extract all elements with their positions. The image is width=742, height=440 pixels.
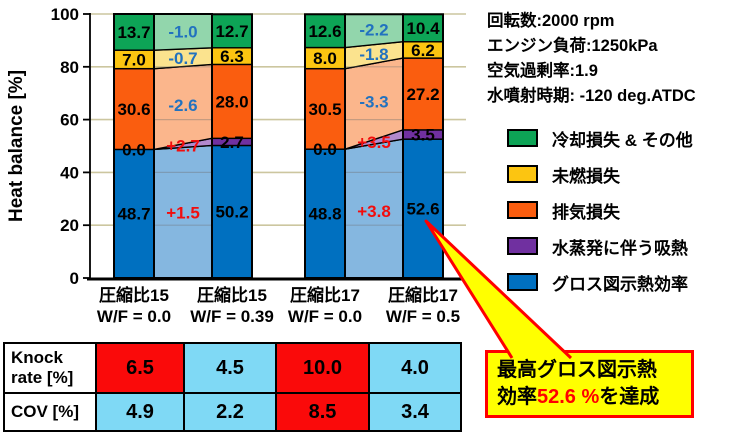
x-category-label-line1: 圧縮比17 [388, 285, 458, 305]
diff-value-label: +2.7 [166, 137, 200, 156]
segment-value-label: 10.4 [406, 19, 440, 38]
callout-line1: 最高グロス図示熱 [497, 359, 657, 381]
bar-segment [211, 144, 253, 279]
legend: 冷却損失 & その他 未燃損失排気損失水蒸発に伴う吸熱 グロス図示熱効率 [507, 120, 693, 300]
table-cell: 6.5 [95, 342, 185, 394]
diff-value-label: +1.5 [166, 204, 200, 223]
x-category-label-line1: 圧縮比15 [99, 285, 169, 305]
legend-swatch [507, 237, 538, 255]
legend-swatch [507, 273, 538, 291]
condition-line: 空気過剰率:1.9 [487, 62, 598, 80]
y-axis-title: Heat balance [%] [6, 70, 27, 222]
diff-value-label: -3.3 [359, 92, 388, 111]
segment-value-label: 0.0 [122, 140, 146, 159]
diff-value-label: +3.8 [357, 202, 391, 221]
callout-line2: 効率52.6 %を達成 [497, 384, 691, 411]
callout-line2-suffix: を達成 [599, 386, 660, 408]
segment-value-label: 50.2 [215, 203, 248, 222]
bar-segment [113, 67, 155, 151]
y-tick-label: 100 [51, 5, 79, 24]
condition-line: エンジン負荷:1250kPa [487, 37, 658, 55]
knock-cov-table: Knock rate [%] 6.5 4.5 10.0 4.0 COV [%] 4.9 2.2… [3, 342, 462, 432]
x-category-label-line2: W/F = 0.0 [288, 307, 362, 326]
table-row: COV [%] 4.9 2.2 8.5 3.4 [3, 392, 462, 432]
legend-item: グロス図示熱効率 [507, 264, 693, 300]
table-cell: 8.5 [275, 392, 370, 432]
table-row-header: COV [%] [3, 392, 97, 432]
legend-label: グロス図示熱効率 [552, 274, 688, 294]
table-cell: 10.0 [275, 342, 370, 394]
segment-value-label: 13.7 [117, 23, 150, 42]
x-category-label-line1: 圧縮比17 [290, 285, 360, 305]
table-cell: 2.2 [183, 392, 277, 432]
segment-value-label: 2.7 [220, 133, 244, 152]
segment-value-label: 0.0 [313, 140, 337, 159]
diff-value-label: -0.7 [168, 49, 197, 68]
segment-value-label: 12.7 [215, 22, 248, 41]
legend-item: 冷却損失 & その他 [507, 120, 693, 156]
diff-value-label: +3.5 [357, 133, 391, 152]
segment-value-label: 8.0 [313, 49, 337, 68]
bar-segment [304, 148, 346, 279]
segment-value-label: 12.6 [308, 22, 341, 41]
legend-label: 水蒸発に伴う吸熱 [552, 238, 688, 258]
legend-item: 水蒸発に伴う吸熱 [507, 228, 693, 264]
segment-value-label: 6.3 [220, 47, 244, 66]
bar-segment [113, 13, 155, 51]
table-cell: 3.4 [368, 392, 462, 432]
segment-value-label: 48.8 [308, 205, 341, 224]
table-row-header: Knock rate [%] [3, 342, 97, 394]
y-tick-label: 0 [70, 269, 79, 288]
y-tick-label: 80 [60, 58, 79, 77]
condition-line: 水噴射時期: -120 deg.ATDC [487, 87, 696, 105]
table-cell: 4.0 [368, 342, 462, 394]
legend-swatch [507, 165, 538, 183]
legend-label: 未燃損失 [552, 166, 620, 186]
y-tick-label: 20 [60, 216, 79, 235]
y-tick-label: 60 [60, 111, 79, 130]
engine-conditions: 回転数:2000 rpm エンジン負荷:1250kPa 空気過剰率:1.9 水噴射時期… [487, 9, 696, 109]
callout-max-efficiency: 最高グロス図示熱 効率52.6 %を達成 [485, 350, 694, 418]
segment-value-label: 3.5 [411, 126, 435, 145]
bar-segment [211, 63, 253, 140]
diff-value-label: -1.8 [359, 45, 388, 64]
segment-value-label: 7.0 [122, 50, 146, 69]
legend-item: 未燃損失 [507, 156, 693, 192]
diff-value-label: -2.6 [168, 96, 197, 115]
segment-value-label: 52.6 [406, 200, 439, 219]
legend-label: 排気損失 [552, 202, 620, 222]
table-cell: 4.5 [183, 342, 277, 394]
segment-value-label: 48.7 [117, 205, 150, 224]
table-row: Knock rate [%] 6.5 4.5 10.0 4.0 [3, 342, 462, 394]
table-cell: 4.9 [95, 392, 185, 432]
segment-value-label: 6.2 [411, 41, 435, 60]
diff-value-label: -2.2 [359, 20, 388, 39]
legend-swatch [507, 129, 538, 147]
x-category-label-line2: W/F = 0.0 [97, 307, 171, 326]
segment-value-label: 30.5 [308, 100, 341, 119]
callout-line2-prefix: 効率 [497, 386, 537, 408]
legend-label: 冷却損失 & その他 [552, 130, 693, 150]
segment-value-label: 27.2 [406, 85, 439, 104]
y-tick-label: 40 [60, 163, 79, 182]
x-category-label-line1: 圧縮比15 [197, 285, 267, 305]
condition-line: 回転数:2000 rpm [487, 12, 615, 30]
diff-value-label: -1.0 [168, 23, 197, 42]
legend-item: 排気損失 [507, 192, 693, 228]
heat-balance-chart: +1.5 +2.7 -2.6 -0.7 -1.0 +3.8 +3.5 -3.3 -1.8 -2.2… [6, 5, 466, 326]
x-category-label-line2: W/F = 0.39 [190, 307, 274, 326]
segment-value-label: 28.0 [215, 92, 248, 111]
x-category-label-line2: W/F = 0.5 [386, 307, 460, 326]
legend-swatch [507, 201, 538, 219]
callout-highlight-value: 52.6 % [537, 386, 600, 408]
segment-value-label: 30.6 [117, 100, 150, 119]
